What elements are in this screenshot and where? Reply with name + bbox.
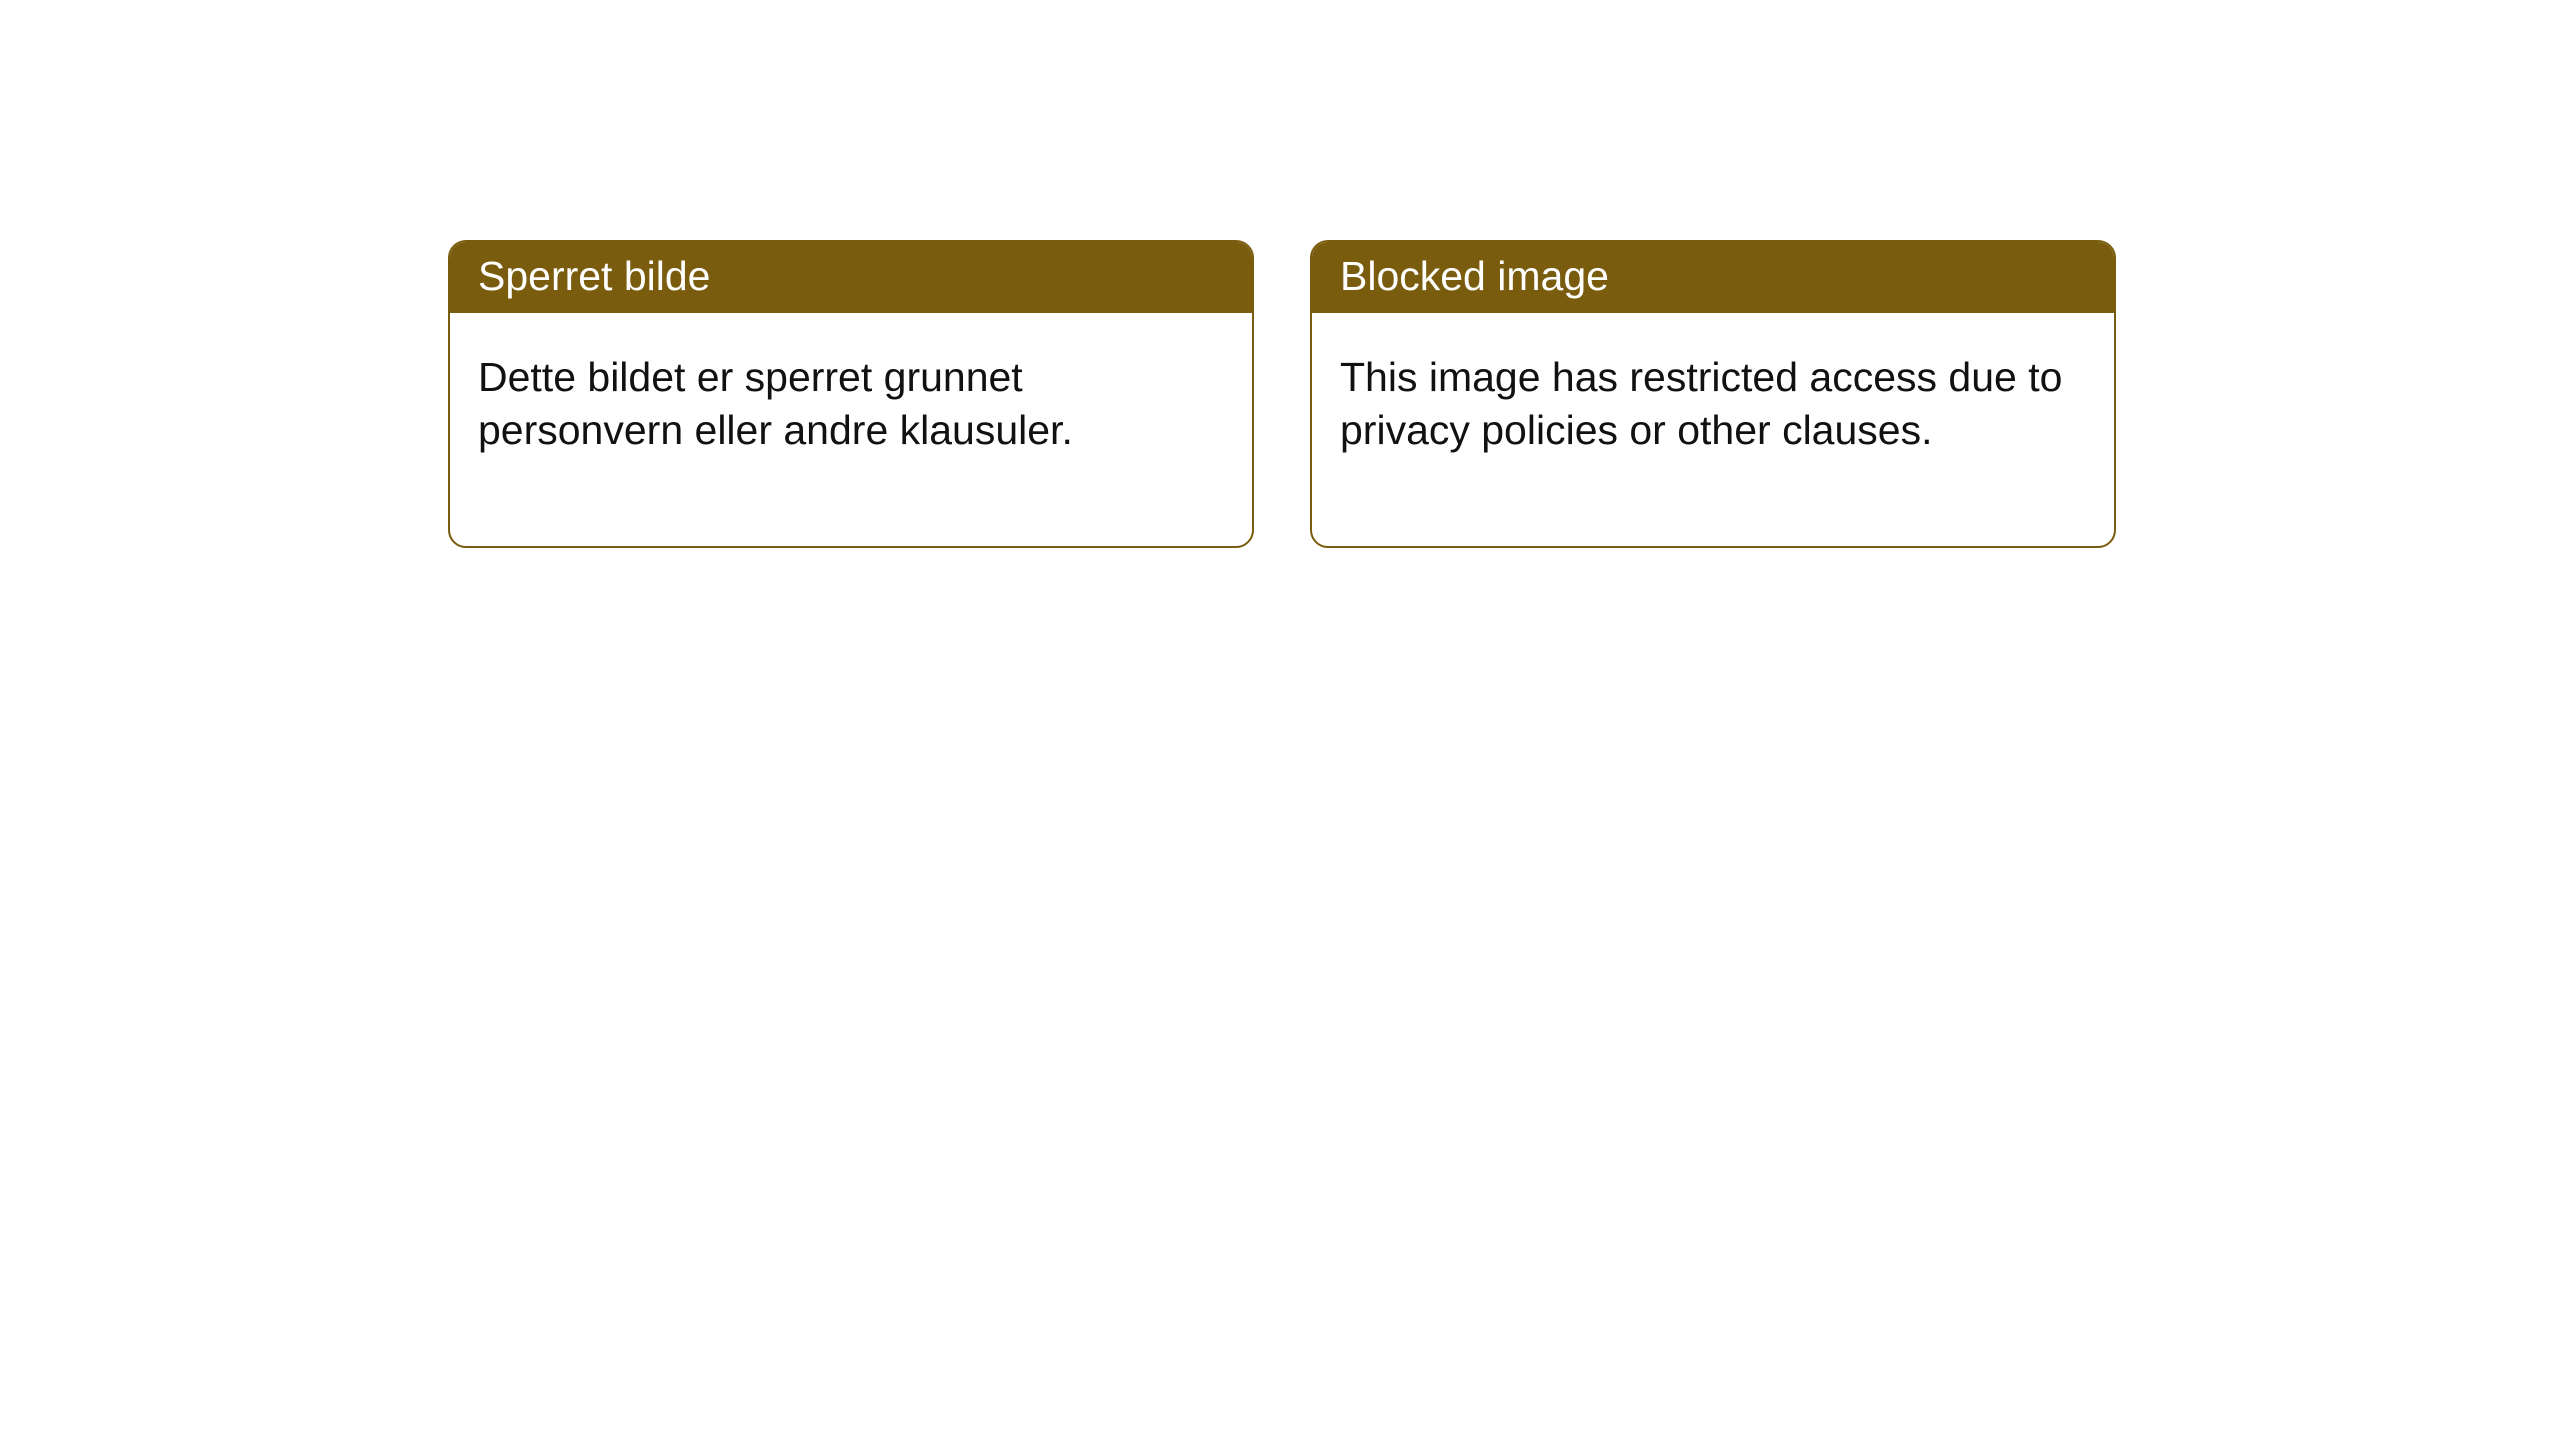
card-title: Sperret bilde <box>450 242 1252 313</box>
notice-card-norwegian: Sperret bilde Dette bildet er sperret gr… <box>448 240 1254 548</box>
notice-cards-container: Sperret bilde Dette bildet er sperret gr… <box>0 0 2560 548</box>
card-title: Blocked image <box>1312 242 2114 313</box>
notice-card-english: Blocked image This image has restricted … <box>1310 240 2116 548</box>
card-body-text: Dette bildet er sperret grunnet personve… <box>450 313 1252 546</box>
card-body-text: This image has restricted access due to … <box>1312 313 2114 546</box>
